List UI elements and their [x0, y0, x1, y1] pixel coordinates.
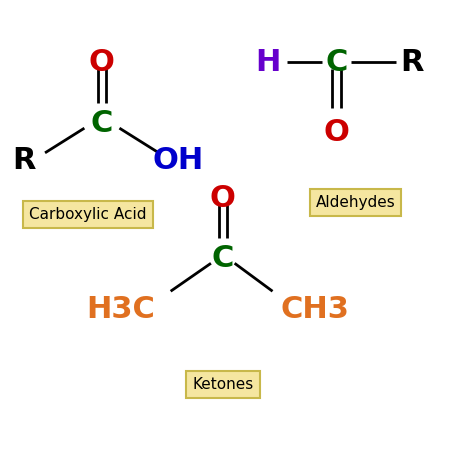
Text: C: C: [211, 244, 234, 273]
Text: C: C: [91, 109, 113, 138]
Text: C: C: [325, 48, 348, 77]
Text: O: O: [210, 184, 236, 212]
Text: Aldehydes: Aldehydes: [316, 195, 395, 210]
Text: Ketones: Ketones: [192, 377, 254, 392]
Text: H3C: H3C: [86, 295, 155, 324]
Text: Carboxylic Acid: Carboxylic Acid: [29, 207, 146, 222]
Text: CH3: CH3: [281, 295, 350, 324]
Text: OH: OH: [152, 146, 203, 175]
Text: H: H: [255, 48, 281, 77]
Text: R: R: [12, 146, 36, 175]
Text: O: O: [324, 118, 349, 147]
Text: R: R: [401, 48, 424, 77]
Text: O: O: [89, 48, 115, 77]
